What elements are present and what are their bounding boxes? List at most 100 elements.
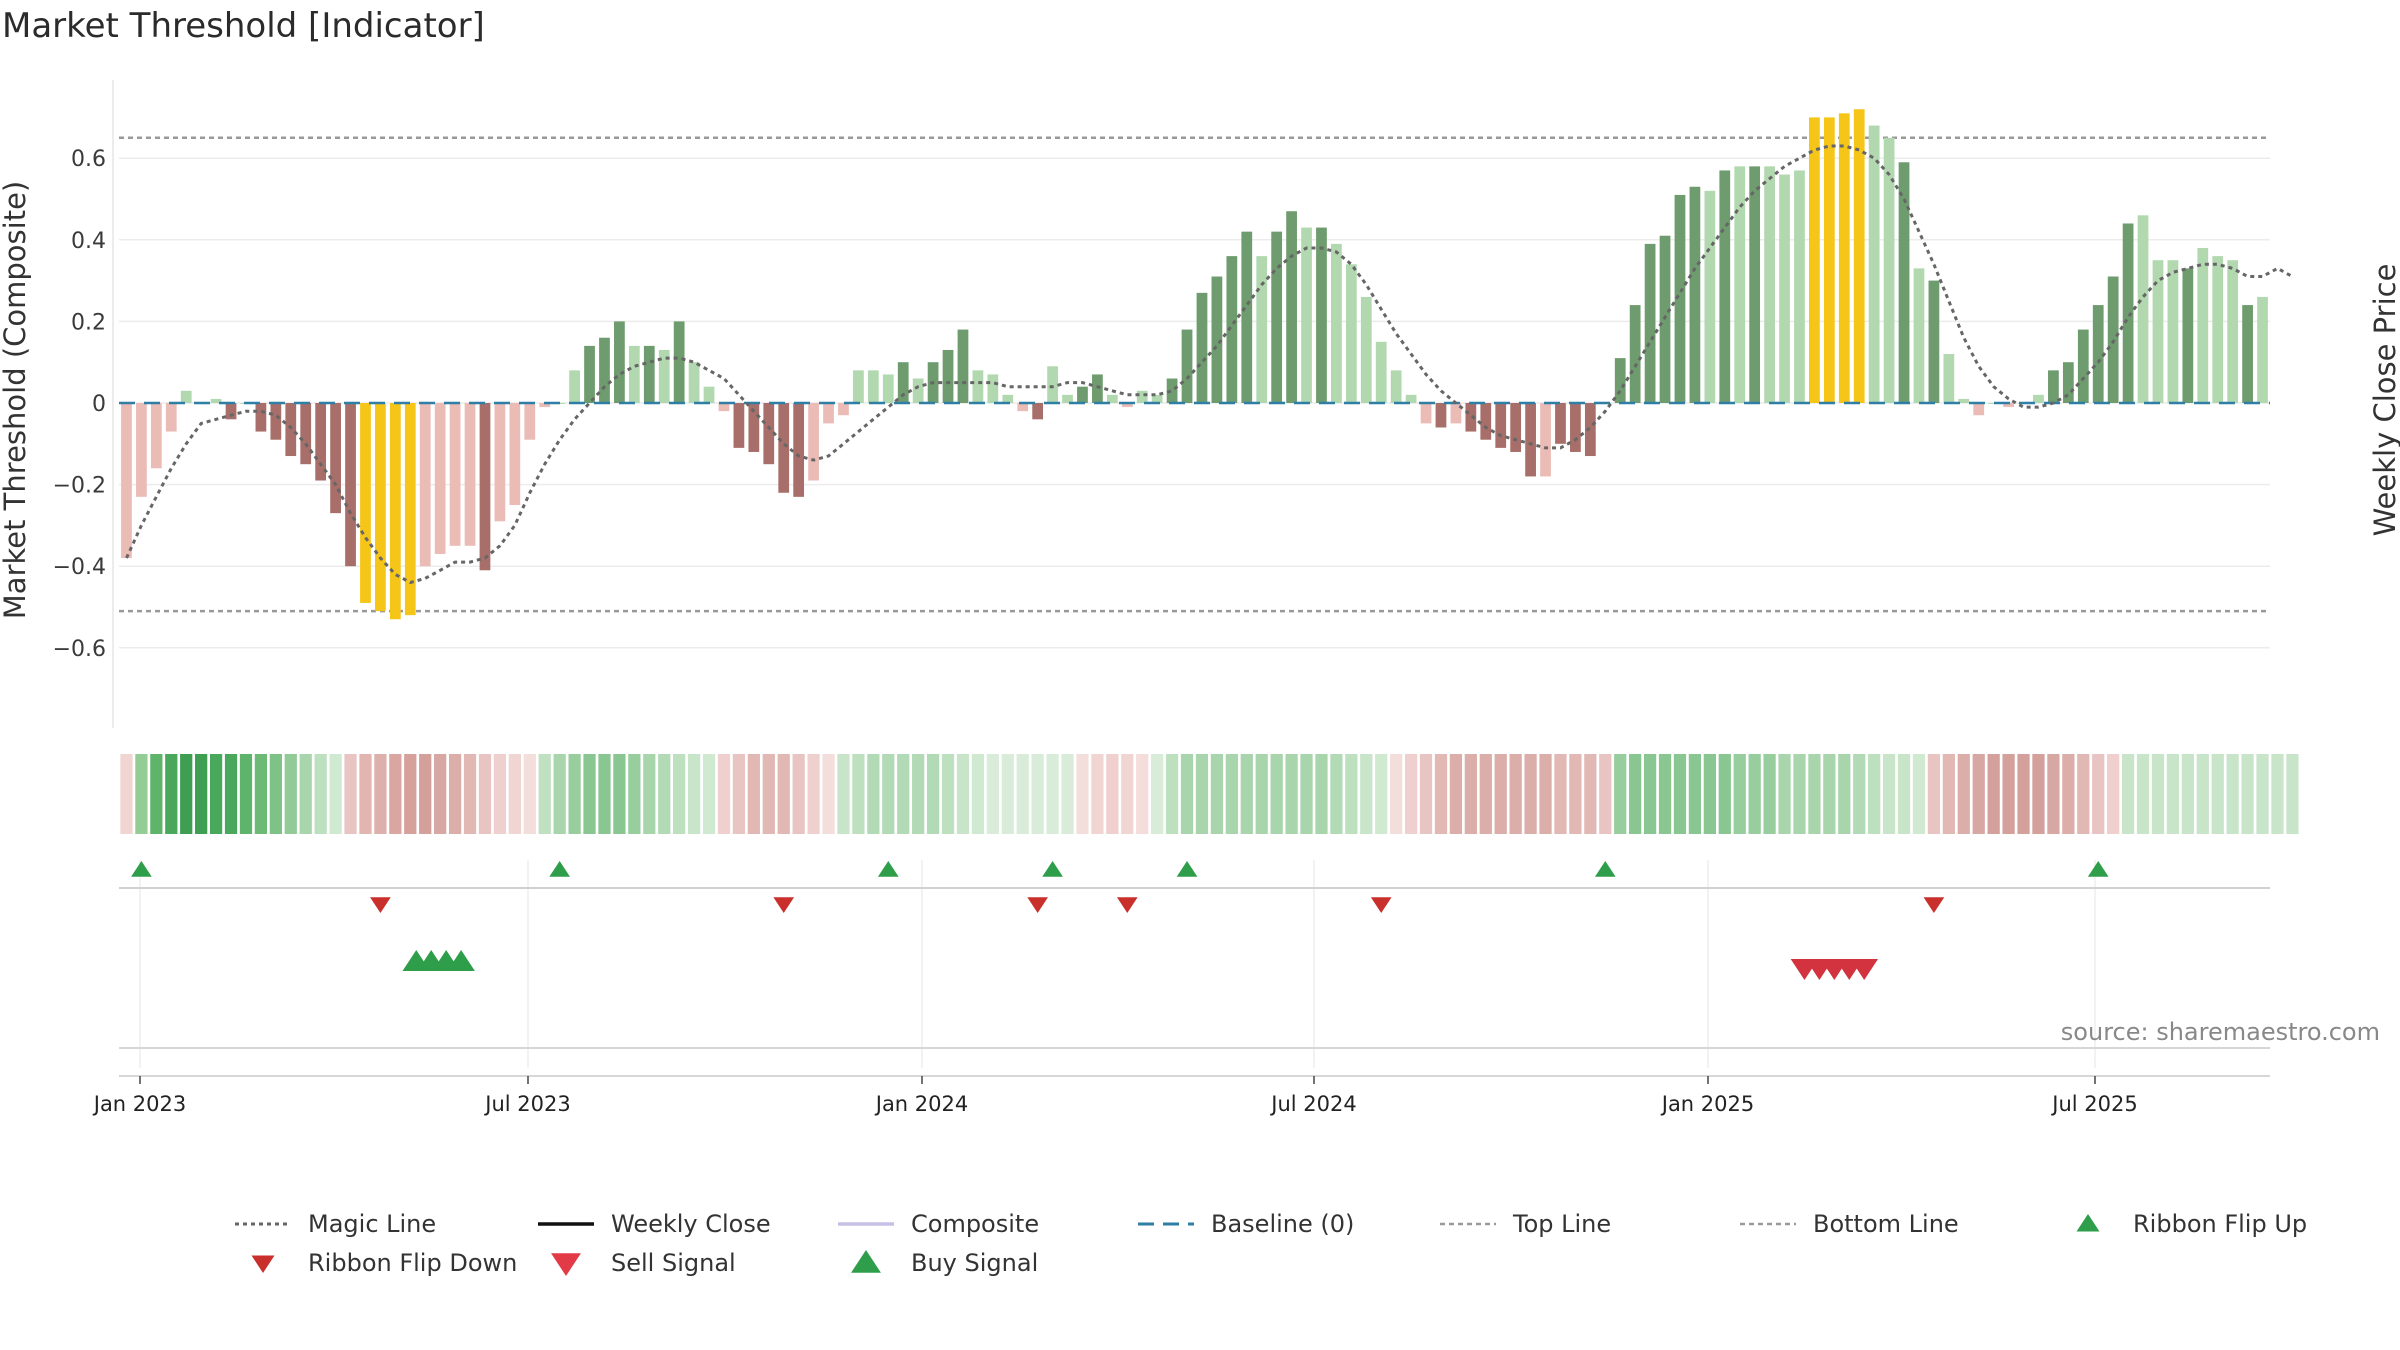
ribbon-cell — [956, 754, 970, 834]
legend-item: Bottom Line — [1740, 1210, 1959, 1238]
ribbon-cell — [1688, 754, 1702, 834]
composite-bar — [1794, 170, 1805, 403]
composite-bar — [1958, 398, 1970, 403]
ribbon-cell — [523, 754, 536, 834]
ribbon-cell — [2241, 754, 2254, 834]
composite-bar — [479, 403, 491, 571]
composite-bar — [404, 403, 416, 616]
ribbon-cell — [717, 754, 731, 834]
ribbon-cell — [1195, 754, 1209, 834]
composite-bar — [584, 345, 595, 403]
y-tick-left: 0.4 — [71, 229, 106, 254]
ribbon-cell — [2166, 754, 2180, 834]
x-tick-label: Jul 2024 — [1269, 1092, 1356, 1116]
composite-bar — [1838, 113, 1850, 403]
legend-label: Composite — [911, 1210, 1039, 1238]
composite-bar — [972, 370, 984, 403]
composite-bar — [569, 370, 580, 403]
ribbon-cell — [2121, 754, 2135, 834]
legend-label: Baseline (0) — [1211, 1210, 1354, 1238]
composite-bar — [1256, 256, 1268, 403]
ribbon-cell — [2017, 754, 2030, 834]
composite-bar — [733, 403, 745, 448]
composite-bar — [1465, 403, 1477, 432]
composite-bar — [1988, 403, 2000, 404]
x-tick-label: Jul 2025 — [2050, 1092, 2137, 1116]
composite-bar — [793, 403, 805, 497]
ribbon-flip-up-marker — [1042, 861, 1063, 877]
composite-bar — [270, 403, 282, 440]
ribbon-cell — [1793, 754, 1806, 834]
composite-bar — [2212, 256, 2224, 403]
composite-bar — [1047, 366, 1058, 403]
ribbon-cell — [299, 754, 312, 834]
ribbon-cell — [1255, 754, 1268, 834]
legend-label: Magic Line — [308, 1210, 436, 1238]
composite-bar — [121, 403, 132, 559]
composite-bar — [1689, 186, 1701, 403]
ribbon-cell — [1434, 754, 1448, 834]
ribbon-flip-up-marker — [1594, 861, 1616, 877]
y-axis-label-right: Weekly Close Price — [2368, 264, 2400, 537]
ribbon-cell — [837, 754, 850, 834]
ribbon-cell — [1718, 754, 1731, 834]
ribbon-cell — [941, 754, 955, 834]
composite-bar — [1181, 329, 1193, 403]
composite-bar — [1092, 374, 1103, 403]
composite-bar — [1868, 125, 1880, 403]
ribbon-cell — [284, 754, 297, 834]
ribbon-cell — [1240, 754, 1253, 834]
composite-bar — [2182, 268, 2194, 403]
ribbon-cell — [1838, 754, 1851, 834]
composite-bar — [360, 403, 371, 603]
composite-bar — [1211, 276, 1223, 403]
ribbon-cell — [1404, 754, 1418, 834]
composite-bar — [1002, 394, 1014, 403]
legend-label: Bottom Line — [1813, 1210, 1959, 1238]
ribbon-cell — [807, 754, 820, 834]
composite-bar — [389, 403, 401, 620]
composite-bar — [1032, 403, 1044, 420]
composite-bar — [1809, 117, 1820, 404]
x-axis: Jan 2023 Jul 2023 Jan 2024 Jul 2024 Jan 2025… — [92, 1076, 2138, 1116]
ribbon-cell — [1001, 754, 1014, 834]
ribbon-cell — [1629, 754, 1642, 834]
ribbon-cell — [404, 754, 417, 834]
composite-bar — [1331, 243, 1342, 403]
composite-bar — [255, 403, 267, 432]
ribbon-cell — [762, 754, 775, 834]
composite-bar — [1375, 341, 1387, 403]
ribbon-cell — [254, 754, 268, 834]
composite-bar — [509, 403, 521, 505]
composite-bar — [882, 374, 894, 403]
composite-bar — [942, 349, 954, 403]
composite-bar — [2092, 305, 2104, 403]
ribbon-cell — [1031, 754, 1044, 834]
composite-bar — [1779, 174, 1790, 403]
composite-bar — [1062, 394, 1073, 403]
ribbon-cell — [1061, 754, 1074, 834]
ribbon-cell — [702, 754, 716, 834]
ribbon-cell — [1912, 754, 1926, 834]
composite-bar — [434, 403, 446, 554]
legend-item: Weekly Close — [538, 1210, 771, 1238]
ribbon-cell — [1942, 754, 1955, 834]
composite-bar — [136, 403, 147, 497]
ribbon-cell — [1360, 754, 1373, 834]
ribbon-cell — [792, 754, 805, 834]
y-tick-left: −0.4 — [53, 555, 106, 580]
ribbon-cell — [971, 754, 985, 834]
ribbon-cell — [1285, 754, 1298, 834]
ribbon-cell — [687, 754, 701, 834]
ribbon-flip-down-marker — [1370, 897, 1392, 913]
composite-bar — [2242, 305, 2253, 403]
composite-bar — [1450, 403, 1462, 424]
ribbon-cell — [732, 754, 746, 834]
composite-bar — [1345, 264, 1357, 403]
ribbon-cell — [1897, 754, 1911, 834]
ribbon-cell — [1375, 754, 1388, 834]
composite-bar — [225, 403, 237, 420]
ribbon-flip-up-marker — [2087, 861, 2109, 877]
legend-label: Ribbon Flip Up — [2133, 1210, 2307, 1238]
